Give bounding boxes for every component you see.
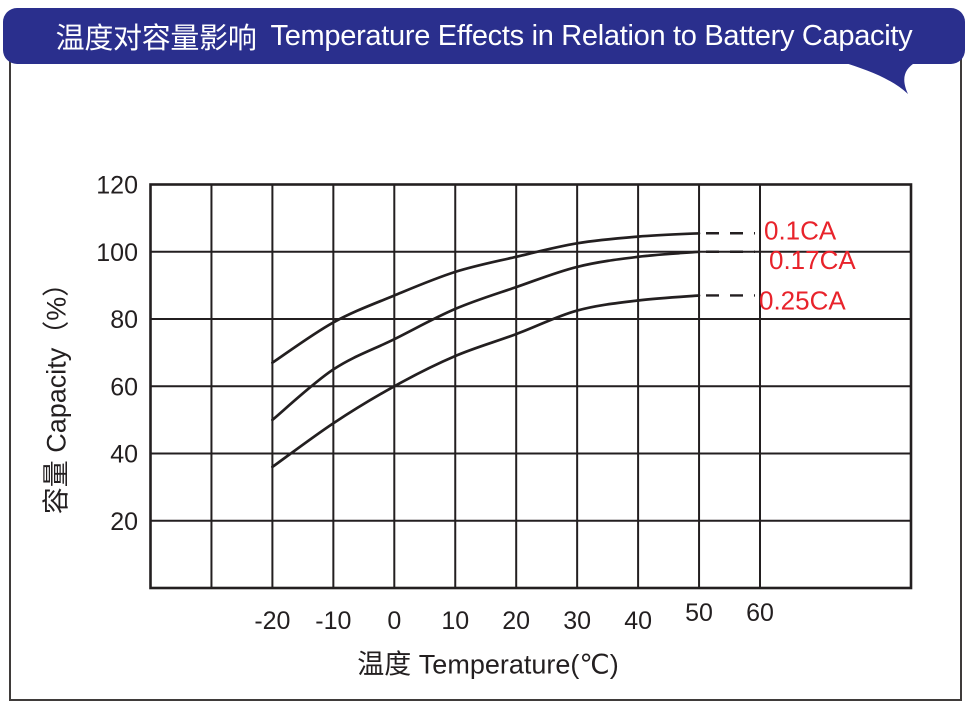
y-axis-title: 容量 Capacity（%） — [41, 269, 72, 515]
y-tick-label: 80 — [110, 306, 138, 334]
y-tick-label: 20 — [110, 508, 138, 536]
x-tick-label: -10 — [315, 607, 351, 635]
series-label-0.25CA: 0.25CA — [759, 285, 846, 315]
plot-border — [149, 183, 913, 590]
series-label-0.1CA: 0.1CA — [764, 215, 837, 245]
y-tick-label: 40 — [110, 441, 138, 469]
x-tick-label: 0 — [387, 607, 401, 635]
x-tick-label: 30 — [563, 607, 591, 635]
title-banner: 温度对容量影响 Temperature Effects in Relation … — [3, 8, 965, 64]
curve-0.25CA — [271, 294, 701, 469]
banner-title-en: Temperature Effects in Relation to Batte… — [270, 19, 913, 52]
banner-tail — [842, 62, 916, 94]
x-axis-title: 温度 Temperature(℃) — [357, 649, 619, 680]
x-tick-label: -20 — [254, 607, 290, 635]
y-tick-label: 120 — [96, 172, 138, 200]
x-tick-label: 40 — [624, 607, 652, 635]
curve-0.1CA — [271, 231, 701, 365]
x-tick-label: 50 — [685, 599, 713, 627]
curve-0.17CA — [271, 250, 701, 422]
x-tick-label: 10 — [441, 607, 469, 635]
y-tick-label: 60 — [110, 373, 138, 401]
series-label-0.17CA: 0.17CA — [769, 245, 856, 275]
x-tick-label: 20 — [502, 607, 530, 635]
x-tick-label: 60 — [746, 599, 774, 627]
page-border — [9, 15, 962, 701]
y-tick-label: 100 — [96, 239, 138, 267]
banner-title-zh: 温度对容量影响 — [55, 23, 257, 55]
